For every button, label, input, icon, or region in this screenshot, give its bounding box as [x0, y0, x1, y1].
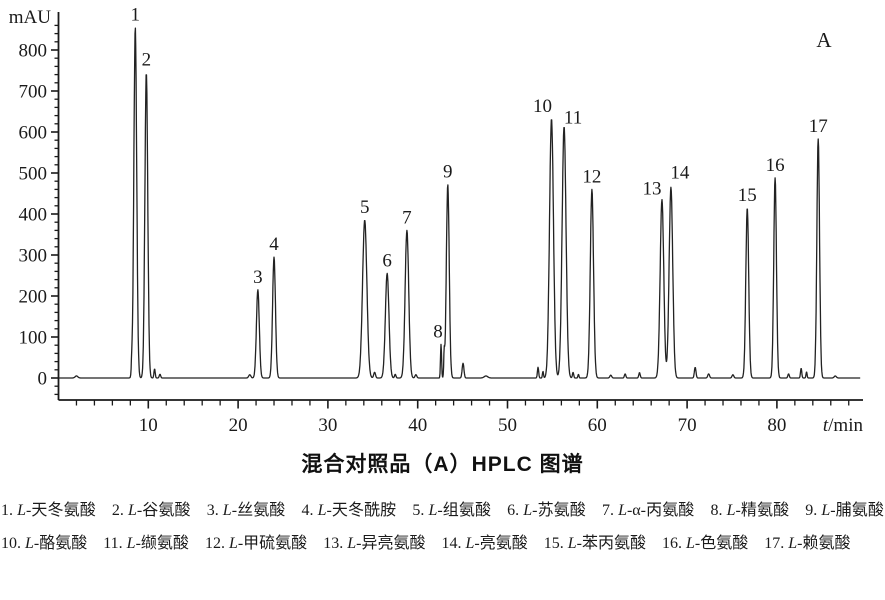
peak-label-1: 1 [131, 4, 141, 25]
x-tick-label: 80 [767, 415, 786, 436]
y-tick-label: 600 [19, 123, 48, 144]
legend-item-number: 12. [204, 535, 229, 552]
peak-label-4: 4 [269, 234, 279, 255]
legend-item-6: 6. L-苏氨酸 [507, 502, 586, 519]
legend-item-8: 8. L-精氨酸 [710, 502, 790, 519]
x-tick-label: 50 [498, 415, 517, 436]
legend-item-10: 10. L-酪氨酸 [1, 535, 88, 552]
legend-item-1: 1. L-天冬氨酸 [1, 502, 96, 519]
x-tick-label: 10 [139, 415, 158, 436]
legend-item-number: 17. [764, 535, 789, 552]
legend-item-7: 7. L-α-丙氨酸 [601, 502, 695, 519]
x-tick-label: 60 [588, 415, 607, 436]
x-tick-label: 30 [318, 415, 337, 436]
legend-item-16: 16. L-色氨酸 [662, 535, 749, 552]
legend-item-9: 9. L-脯氨酸 [805, 502, 884, 519]
panel-label: A [816, 28, 832, 52]
legend-item-number: 10. [1, 535, 25, 552]
legend-item-number: 1. [1, 502, 18, 519]
y-tick-label: 700 [19, 82, 48, 103]
chromatogram-chart: 0 100 200 300 400 500 600 700 800 mAU 10 20 30 40 50 60… [9, 4, 864, 436]
legend-item-number: 14. [441, 535, 466, 552]
legend-item-number: 5. [412, 502, 429, 519]
legend-item-number: 9. [805, 502, 822, 519]
peak-label-16: 16 [766, 155, 785, 176]
legend-item-3: 3. L-丝氨酸 [206, 502, 286, 519]
legend-item-number: 11. [103, 535, 127, 552]
peak-label-2: 2 [142, 50, 152, 71]
peak-label-14: 14 [670, 162, 690, 183]
legend-item-17: 17. L-赖氨酸 [764, 535, 851, 552]
legend-item-number: 3. [206, 502, 223, 519]
legend-item-5: 5. L-组氨酸 [412, 502, 492, 519]
legend-item-number: 16. [662, 535, 686, 552]
peak-label-11: 11 [564, 108, 582, 129]
y-tick-label: 0 [38, 369, 48, 390]
y-tick-label: 100 [19, 328, 48, 349]
legend-item-number: 15. [543, 535, 568, 552]
x-tick-label: 40 [408, 415, 427, 436]
peak-label-3: 3 [253, 267, 263, 288]
legend-item-11: 11. L-缬氨酸 [103, 535, 189, 552]
legend-item-number: 6. [507, 502, 524, 519]
legend-item-12: 12. L-甲硫氨酸 [204, 535, 308, 552]
peak-label-17: 17 [809, 116, 828, 137]
chromatogram-trace [58, 27, 861, 379]
legend-item-number: 4. [301, 502, 318, 519]
y-tick-label: 400 [19, 205, 48, 226]
legend-item-15: 15. L-苯丙氨酸 [543, 535, 646, 552]
peak-label-15: 15 [738, 185, 757, 206]
x-tick-label: 20 [229, 415, 248, 436]
peak-label-8: 8 [433, 321, 443, 342]
legend-item-number: 2. [111, 502, 128, 519]
y-tick-label: 200 [19, 287, 48, 308]
x-axis-unit-label: t/min [823, 415, 864, 436]
peak-label-10: 10 [533, 96, 552, 117]
peak-label-12: 12 [582, 166, 601, 187]
y-tick-label: 300 [19, 246, 48, 267]
figure-caption: 混合对照品（A）HPLC 图谱 [301, 453, 584, 476]
peak-label-13: 13 [642, 179, 661, 200]
legend-item-2: 2. L-谷氨酸 [111, 502, 191, 519]
y-tick-label: 800 [19, 41, 48, 62]
legend-item-4: 4. L-天冬酰胺 [301, 502, 397, 519]
legend-item-number: 8. [710, 502, 727, 519]
x-tick-label: 70 [678, 415, 697, 436]
y-axis-unit-label: mAU [9, 7, 52, 28]
legend-item-number: 13. [323, 535, 348, 552]
peak-legend: 1. L-天冬氨酸 2. L-谷氨酸 3. L-丝氨酸 4. L-天冬酰胺 5.… [0, 494, 885, 560]
legend-item-number: 7. [601, 502, 619, 519]
peak-label-5: 5 [360, 197, 370, 218]
legend-item-13: 13. L-异亮氨酸 [323, 535, 426, 552]
peak-label-6: 6 [382, 250, 392, 271]
legend-item-14: 14. L-亮氨酸 [441, 535, 528, 552]
y-tick-label: 500 [19, 164, 48, 185]
peak-label-7: 7 [402, 207, 412, 228]
chromatogram-panel: 0 100 200 300 400 500 600 700 800 mAU 10 20 30 40 50 60… [9, 4, 864, 436]
peak-label-9: 9 [443, 161, 453, 182]
